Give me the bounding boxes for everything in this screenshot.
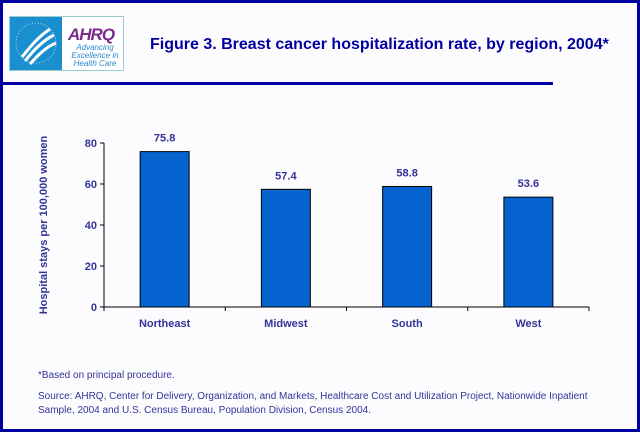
y-tick-label: 0 — [91, 302, 97, 314]
y-axis-label: Hospital stays per 100,000 women — [38, 135, 50, 314]
ahrq-wordmark: AHRQ — [68, 25, 115, 44]
hhs-eagle-icon — [10, 17, 62, 70]
data-label: 57.4 — [275, 170, 297, 182]
bar-west — [503, 196, 554, 308]
ahrq-tagline: Advancing Excellence in Health Care — [71, 43, 119, 68]
chart-title: Figure 3. Breast cancer hospitalization … — [150, 36, 609, 53]
bar-south — [382, 185, 433, 308]
ahrq-logo: AHRQ Advancing Excellence in Health Care — [9, 16, 124, 71]
data-label: 58.8 — [396, 167, 417, 179]
y-tick-label: 40 — [85, 220, 97, 232]
footnote: *Based on principal procedure. — [38, 370, 175, 381]
x-tick-label: South — [392, 318, 423, 330]
bar-midwest — [260, 188, 311, 308]
y-tick-label: 80 — [85, 138, 97, 150]
bar-northeast — [139, 151, 190, 308]
data-label: 75.8 — [154, 133, 175, 145]
x-tick-label: Northeast — [139, 318, 191, 330]
x-tick-label: Midwest — [264, 318, 308, 330]
y-tick-label: 20 — [85, 261, 97, 273]
x-tick-label: West — [515, 318, 541, 330]
data-label: 53.6 — [518, 178, 539, 190]
y-tick-label: 60 — [85, 179, 97, 191]
source-note: Source: AHRQ, Center for Delivery, Organ… — [38, 391, 588, 416]
header-divider — [0, 82, 553, 85]
